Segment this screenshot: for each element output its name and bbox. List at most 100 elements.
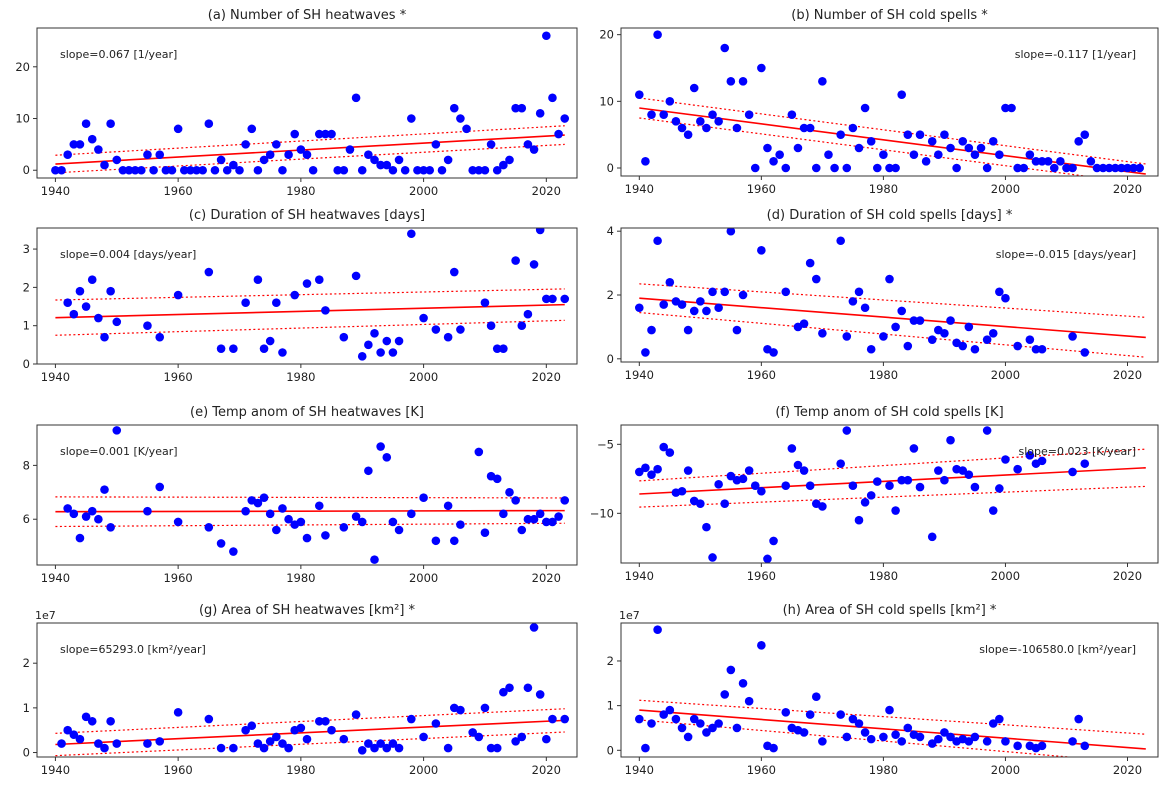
data-point [259, 344, 269, 353]
data-point [523, 140, 533, 149]
data-point [909, 316, 919, 325]
data-point [744, 466, 754, 475]
ci-lower-line [639, 719, 1076, 757]
data-point [702, 522, 711, 532]
data-point [915, 130, 925, 139]
data-point [542, 517, 551, 527]
data-point [641, 463, 650, 473]
fit-line [55, 509, 565, 513]
data-point [635, 303, 644, 313]
data-point [903, 723, 913, 733]
data-point [443, 743, 453, 753]
data-point [732, 123, 742, 133]
data-point [278, 739, 287, 748]
data-point [155, 150, 165, 160]
data-point [222, 165, 232, 175]
ci-lower-line [639, 311, 1146, 358]
data-point [842, 332, 852, 341]
data-point [75, 140, 85, 149]
x-tick-label: 1940 [625, 569, 654, 583]
data-point [897, 737, 907, 746]
data-point [272, 732, 281, 742]
data-point [419, 165, 428, 175]
data-point [683, 466, 693, 475]
data-point [970, 732, 980, 742]
data-point [216, 344, 226, 353]
data-point [891, 506, 900, 515]
data-point [241, 725, 250, 735]
data-point [253, 739, 263, 748]
data-point [1074, 714, 1083, 724]
data-point [112, 317, 122, 327]
data-point [848, 714, 858, 724]
data-point [872, 163, 882, 173]
data-point [854, 287, 864, 297]
data-point [523, 683, 533, 693]
data-point [988, 137, 998, 146]
slope-annotation: slope=65293.0 [km²/year] [60, 643, 206, 656]
data-point [542, 31, 551, 41]
data-point [173, 708, 183, 717]
slope-annotation: slope=-0.015 [days/year] [996, 248, 1136, 261]
data-point [333, 165, 342, 175]
data-point [1086, 157, 1096, 166]
x-tick-label: 1940 [625, 182, 654, 196]
data-point [339, 523, 349, 532]
data-point [647, 325, 656, 335]
data-point [714, 117, 723, 126]
data-point [1074, 137, 1083, 146]
data-point [757, 246, 766, 255]
data-point [511, 256, 520, 265]
data-point [683, 732, 693, 742]
data-point [708, 110, 717, 119]
data-point [848, 123, 858, 133]
x-tick-label: 2020 [1113, 763, 1142, 777]
data-point [885, 481, 894, 491]
panel-6: (g) Area of SH heatwaves [km²] * 1e7 1940 1… [23, 603, 578, 777]
ci-lower-line [639, 485, 1146, 508]
panel-7: (h) Area of SH cold spells [km²] * 1e7 194… [607, 603, 1159, 777]
data-point [635, 467, 644, 477]
y-tick-label: 2 [607, 654, 614, 668]
data-point [1117, 163, 1126, 173]
data-point [431, 719, 441, 728]
data-point [388, 348, 398, 357]
data-point [726, 665, 736, 675]
data-point [492, 165, 502, 175]
panel-3: (d) Duration of SH cold spells [days] * 1… [607, 208, 1159, 382]
y-tick-label: 20 [15, 60, 30, 74]
data-point [934, 734, 943, 744]
data-point [449, 536, 459, 546]
data-point [940, 475, 949, 485]
data-point [468, 165, 477, 175]
panel-title: (a) Number of SH heatwaves * [208, 8, 407, 23]
y-tick-label: 2 [23, 280, 30, 294]
data-point [1068, 332, 1077, 341]
data-point [988, 328, 998, 338]
data-point [235, 165, 244, 175]
data-point [69, 730, 79, 739]
data-point [696, 117, 705, 126]
data-point [885, 274, 894, 284]
data-point [805, 481, 815, 491]
data-point [499, 687, 508, 697]
data-point [511, 737, 520, 746]
data-point [456, 520, 465, 529]
data-point [100, 160, 109, 170]
panel-title: (d) Duration of SH cold spells [days] * [767, 208, 1013, 223]
x-tick-label: 2020 [1113, 182, 1142, 196]
data-point [988, 719, 998, 728]
data-point [253, 165, 263, 175]
data-point [976, 143, 986, 153]
data-point [87, 275, 97, 285]
panel-1: (b) Number of SH cold spells * 1940 1960 19… [599, 8, 1159, 196]
data-point [431, 325, 441, 334]
data-point [290, 290, 300, 300]
data-point [799, 728, 809, 737]
data-point [1068, 163, 1077, 173]
data-point [535, 690, 545, 699]
data-point [486, 743, 496, 753]
x-tick-label: 1960 [163, 184, 192, 198]
data-point [407, 114, 416, 123]
data-point [1019, 163, 1029, 173]
